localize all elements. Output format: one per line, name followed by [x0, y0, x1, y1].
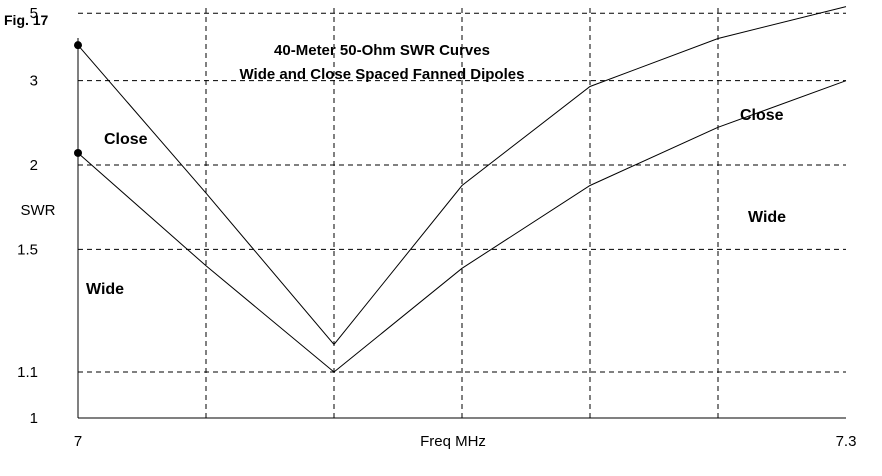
- series-line-wide: [77, 80, 847, 373]
- wide-label-right: Wide: [748, 209, 786, 226]
- y-tick-label: 1.1: [17, 364, 38, 381]
- y-tick-label: 5: [30, 5, 38, 22]
- series-lines: [77, 6, 847, 373]
- title-background: [156, 38, 596, 88]
- figure-label: Fig. 17: [4, 12, 49, 28]
- series-markers: [74, 41, 82, 157]
- chart-subtitle: Wide and Close Spaced Fanned Dipoles: [240, 66, 525, 83]
- x-tick-labels: 7 7.3: [74, 433, 857, 450]
- series-start-marker-wide: [74, 148, 82, 157]
- close-label-right: Close: [740, 107, 784, 124]
- wide-label-left: Wide: [86, 281, 124, 298]
- y-tick-label: 1: [30, 410, 38, 427]
- y-tick-label: 1.5: [17, 241, 38, 258]
- x-tick-label: 7: [74, 433, 82, 450]
- series-line-close: [77, 6, 847, 346]
- gridlines: [78, 8, 846, 418]
- x-axis-label: Freq MHz: [420, 433, 486, 450]
- y-tick-label: 2: [30, 157, 38, 174]
- y-tick-label: 3: [30, 73, 38, 90]
- series-start-marker-close: [74, 41, 82, 50]
- close-label-left: Close: [104, 131, 148, 148]
- x-tick-label: 7.3: [836, 433, 857, 450]
- y-axis-label: SWR: [21, 202, 56, 219]
- y-tick-labels: 1 1.1 1.5 2 3 5: [17, 5, 38, 427]
- chart-title: 40-Meter 50-Ohm SWR Curves: [274, 42, 490, 59]
